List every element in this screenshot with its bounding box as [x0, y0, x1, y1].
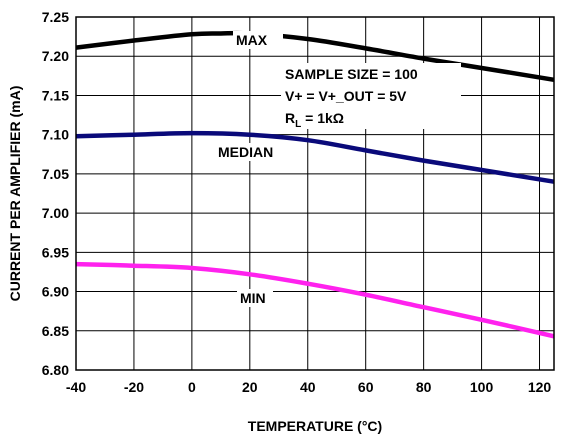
- series-label-background: [215, 143, 295, 161]
- annotation-sample-size: SAMPLE SIZE = 100: [285, 66, 418, 82]
- x-tick-label: 60: [358, 379, 374, 395]
- series-label-min: MIN: [240, 290, 266, 306]
- y-tick-label: 7.25: [42, 9, 69, 25]
- annotation-load-subscript: L: [295, 119, 301, 130]
- series-label-background: [233, 31, 283, 49]
- y-tick-label: 7.20: [42, 48, 69, 64]
- annotation-background: [281, 63, 461, 129]
- y-tick-label: 7.15: [42, 87, 69, 103]
- y-tick-label: 6.80: [42, 362, 69, 378]
- x-axis-title: TEMPERATURE (°C): [248, 418, 382, 434]
- series-label-max: MAX: [236, 32, 268, 48]
- x-tick-label: -40: [66, 379, 86, 395]
- series-label-median: MEDIAN: [218, 144, 273, 160]
- y-tick-label: 7.05: [42, 166, 69, 182]
- x-tick-label: 40: [300, 379, 316, 395]
- annotation-load: RL = 1kΩ: [285, 110, 344, 130]
- y-axis-title: CURRENT PER AMPLIFIER (mA): [7, 86, 23, 302]
- x-tick-labels: -40 -20 0 20 40 60 80 100 120: [66, 379, 552, 395]
- annotation-box: SAMPLE SIZE = 100 V+ = V+_OUT = 5V RL = …: [281, 63, 461, 130]
- annotation-load-symbol: R: [285, 110, 295, 126]
- y-tick-label: 7.10: [42, 127, 69, 143]
- series-labels: MAX MEDIAN MIN: [215, 31, 295, 307]
- x-tick-label: 0: [188, 379, 196, 395]
- plot-frame: [75, 16, 555, 371]
- annotation-supply: V+ = V+_OUT = 5V: [285, 88, 407, 104]
- annotation-load-value: = 1kΩ: [301, 110, 344, 126]
- y-tick-labels: 6.80 6.85 6.90 6.95 7.00 7.05 7.10 7.15 7.20 7.25: [42, 9, 69, 378]
- y-tick-label: 6.85: [42, 323, 69, 339]
- x-tick-label: -20: [124, 379, 144, 395]
- y-tick-label: 6.90: [42, 284, 69, 300]
- x-tick-label: 120: [528, 379, 552, 395]
- y-tick-label: 6.95: [42, 244, 69, 260]
- y-tick-label: 7.00: [42, 205, 69, 221]
- x-tick-label: 80: [416, 379, 432, 395]
- x-tick-label: 20: [242, 379, 258, 395]
- series-line-min: [75, 261, 555, 339]
- series-label-background: [237, 289, 273, 307]
- x-tick-label: 100: [470, 379, 494, 395]
- series-line-median: [75, 130, 555, 184]
